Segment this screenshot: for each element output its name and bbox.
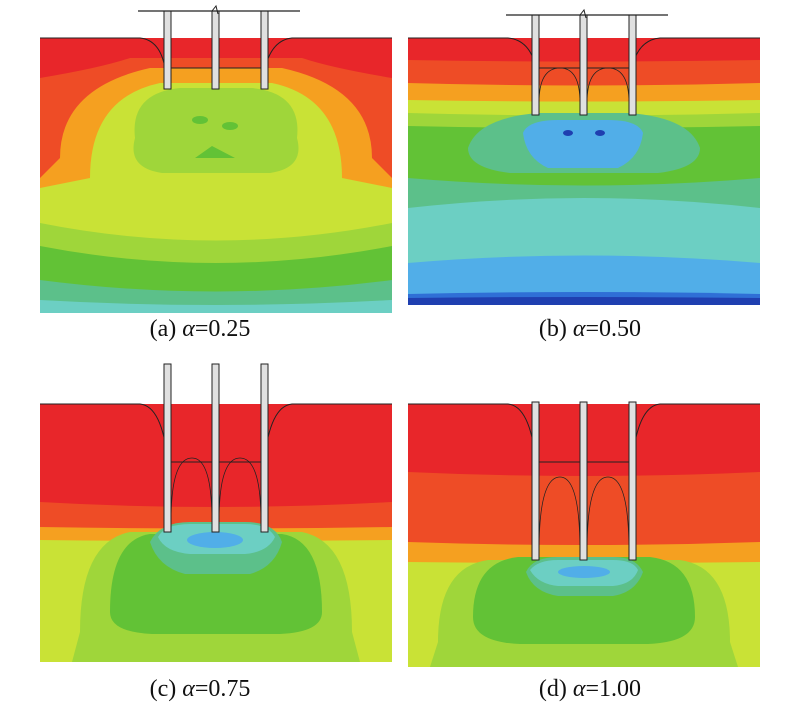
contour-plot-c — [40, 363, 392, 662]
caption-prefix-d: (d) — [538, 676, 573, 702]
soil-plug-d — [538, 476, 630, 553]
caption-value-c: =0.75 — [194, 676, 251, 702]
caption-prefix-c: (c) — [149, 676, 183, 702]
pile-cap-kink-a — [211, 4, 219, 15]
contour-panel-a — [40, 4, 392, 313]
piles-d — [531, 401, 637, 561]
caption-c: (c) α=0.75 — [20, 676, 380, 703]
caption-value-b: =0.50 — [585, 316, 642, 342]
caption-value-a: =0.25 — [194, 316, 251, 342]
caption-prefix-b: (b) — [538, 316, 573, 342]
alpha-symbol-d: α — [572, 676, 586, 702]
contour-plot-b — [408, 8, 760, 305]
caption-d: (d) α=1.00 — [410, 676, 770, 703]
caption-value-d: =1.00 — [585, 676, 642, 702]
contour-bands-a — [40, 38, 392, 313]
contour-panel-c — [40, 362, 392, 662]
soil-plug-b — [538, 67, 630, 104]
contour-panel-b — [408, 8, 760, 305]
contour-bands-d — [408, 404, 760, 667]
alpha-symbol-b: α — [572, 316, 586, 342]
contour-plot-a — [40, 4, 392, 313]
alpha-symbol-c: α — [182, 676, 195, 702]
contour-panel-d — [408, 362, 760, 667]
piles-c — [163, 363, 269, 533]
alpha-symbol-a: α — [182, 316, 195, 342]
caption-a: (a) α=0.25 — [20, 316, 380, 343]
contour-bands-b — [408, 38, 760, 305]
caption-b: (b) α=0.50 — [410, 316, 770, 343]
contour-plot-d — [408, 401, 760, 667]
pile-cap-kink-b — [579, 8, 587, 19]
caption-prefix-a: (a) — [149, 316, 183, 342]
soil-plug-c — [170, 457, 262, 523]
